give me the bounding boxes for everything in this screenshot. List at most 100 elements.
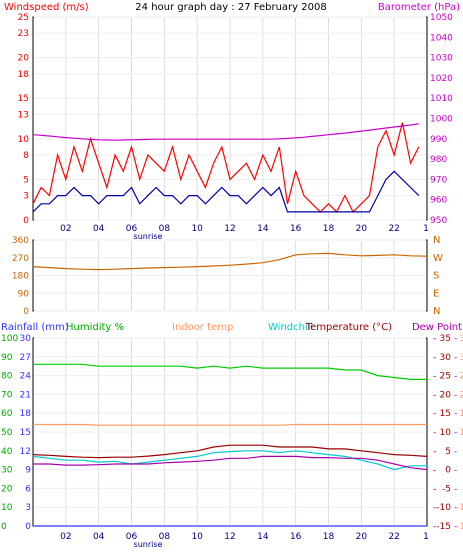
x-tick-label: 10 bbox=[191, 224, 203, 234]
y-tick-mark-indoor: - bbox=[454, 466, 457, 476]
y-tick-label-windspeed: 15 bbox=[18, 94, 29, 104]
legend-rainfall: Rainfall (mm) bbox=[1, 322, 69, 333]
y-tick-mark-temperature: - bbox=[433, 447, 436, 457]
x-tick-label: 12 bbox=[224, 224, 235, 234]
y-tick-label-windspeed: 25 bbox=[18, 13, 29, 23]
x-tick-label-end: 1 bbox=[423, 532, 429, 542]
left-axis-label-windspeed: Windspeed (m/s) bbox=[4, 2, 89, 13]
y-tick-label-temperature: 5 bbox=[445, 447, 451, 457]
y-tick-mark-temperature: - bbox=[433, 372, 436, 382]
y-tick-label-rainfall: 9 bbox=[25, 466, 31, 476]
x-tick-label: 20 bbox=[356, 532, 368, 542]
y-tick-mark-indoor: - bbox=[454, 447, 457, 457]
y-tick-label-temperature: -15 bbox=[436, 522, 451, 532]
chart-title: 24 hour graph day : 27 February 2008 bbox=[135, 2, 326, 13]
y-tick-label-humidity: 40 bbox=[1, 447, 13, 457]
x-tick-label: 12 bbox=[224, 532, 235, 542]
y-tick-label-indoor: 30 bbox=[460, 353, 463, 363]
x-tick-label: 10 bbox=[191, 532, 203, 542]
y-tick-label-rainfall: 21 bbox=[20, 390, 31, 400]
y-tick-label-indoor: -10 bbox=[456, 503, 463, 513]
legend-windchill: Windchill bbox=[268, 322, 313, 333]
y-tick-label-rainfall: 12 bbox=[20, 447, 31, 457]
y-tick-label-humidity: 50 bbox=[1, 428, 13, 438]
x-tick-label: 06 bbox=[126, 224, 138, 234]
y-tick-label-temperature: 15 bbox=[440, 409, 451, 419]
y-tick-label-rainfall: 18 bbox=[20, 409, 32, 419]
y-tick-mark-temperature: - bbox=[433, 522, 436, 532]
x-tick-label: 02 bbox=[60, 532, 71, 542]
y-tick-label-temperature: 10 bbox=[440, 428, 452, 438]
x-tick-label: 04 bbox=[93, 532, 105, 542]
y-tick-label-indoor: 35 bbox=[460, 334, 463, 344]
legend-temperature: Temperature (°C) bbox=[305, 322, 392, 333]
y-tick-label-barometer: 1040 bbox=[430, 33, 453, 43]
y-tick-label-indoor: 25 bbox=[460, 372, 463, 382]
y-tick-label-windspeed: 0 bbox=[23, 216, 29, 226]
y-tick-mark-indoor: - bbox=[454, 484, 457, 494]
x-tick-label: 18 bbox=[323, 224, 335, 234]
x-tick-label: 22 bbox=[388, 224, 399, 234]
series-line-indoor temp bbox=[33, 423, 427, 426]
y-tick-label-humidity: 20 bbox=[1, 484, 13, 494]
y-tick-label-windspeed: 23 bbox=[18, 29, 29, 39]
y-tick-label-rainfall: 3 bbox=[25, 503, 31, 513]
y-tick-label-humidity: 90 bbox=[1, 353, 13, 363]
y-tick-label-direction: 270 bbox=[12, 254, 29, 264]
y-tick-label-barometer: 950 bbox=[430, 216, 447, 226]
y-tick-label-windspeed: 3 bbox=[23, 192, 29, 202]
y-tick-label-temperature: -5 bbox=[442, 484, 451, 494]
y-tick-label-humidity: 60 bbox=[1, 409, 13, 419]
x-tick-label: 14 bbox=[257, 224, 269, 234]
x-tick-label: 16 bbox=[290, 224, 302, 234]
y-tick-label-humidity: 30 bbox=[1, 466, 13, 476]
y-tick-mark-indoor: - bbox=[454, 409, 457, 419]
y-tick-mark-temperature: - bbox=[433, 466, 436, 476]
y-tick-label-barometer: 960 bbox=[430, 196, 447, 206]
y-tick-label-direction: 360 bbox=[12, 236, 29, 246]
y-tick-label-rainfall: 24 bbox=[20, 372, 32, 382]
y-tick-label-temperature: -10 bbox=[436, 503, 451, 513]
y-tick-label-humidity: 10 bbox=[1, 503, 13, 513]
y-tick-label-windspeed: 18 bbox=[18, 70, 30, 80]
right-axis-label-barometer: Barometer (hPa) bbox=[378, 2, 460, 13]
y-tick-mark-temperature: - bbox=[433, 503, 436, 513]
y-tick-label-windspeed: 20 bbox=[18, 54, 30, 64]
y-tick-mark-indoor: - bbox=[454, 372, 457, 382]
y-tick-label-humidity: 80 bbox=[1, 372, 13, 382]
y-tick-label-windspeed: 13 bbox=[18, 110, 29, 120]
y-tick-label-windspeed: 5 bbox=[23, 175, 29, 185]
y-tick-mark-temperature: - bbox=[433, 334, 436, 344]
compass-label: N bbox=[433, 306, 440, 317]
y-tick-label-barometer: 1030 bbox=[430, 54, 453, 64]
y-tick-label-windspeed: 10 bbox=[18, 135, 30, 145]
y-tick-label-temperature: 25 bbox=[440, 372, 451, 382]
y-tick-label-barometer: 970 bbox=[430, 175, 447, 185]
y-tick-label-humidity: 0 bbox=[1, 522, 7, 532]
y-tick-label-rainfall: 6 bbox=[25, 484, 31, 494]
y-tick-label-humidity: 70 bbox=[1, 390, 13, 400]
y-tick-label-barometer: 990 bbox=[430, 135, 447, 145]
y-tick-mark-indoor: - bbox=[454, 334, 457, 344]
x-tick-label: 22 bbox=[388, 532, 399, 542]
y-tick-mark-indoor: - bbox=[454, 522, 457, 532]
series-line-direction bbox=[32, 252, 428, 271]
y-tick-mark-temperature: - bbox=[433, 409, 436, 419]
x-tick-label: 16 bbox=[290, 532, 302, 542]
y-tick-label-direction: 180 bbox=[12, 272, 29, 282]
y-tick-label-temperature: 35 bbox=[440, 334, 451, 344]
y-tick-mark-temperature: - bbox=[433, 428, 436, 438]
y-tick-label-windspeed: 8 bbox=[23, 151, 29, 161]
series-line-humidity bbox=[33, 363, 427, 380]
compass-label: N bbox=[433, 235, 440, 246]
x-tick-label: 04 bbox=[93, 224, 105, 234]
y-tick-mark-temperature: - bbox=[433, 353, 436, 363]
x-tick-label: 02 bbox=[60, 224, 71, 234]
y-tick-mark-indoor: - bbox=[454, 390, 457, 400]
sunrise-label-top: sunrise bbox=[134, 232, 163, 241]
y-tick-label-rainfall: 30 bbox=[20, 334, 32, 344]
y-tick-label-rainfall: 15 bbox=[20, 428, 31, 438]
x-tick-label: 14 bbox=[257, 532, 269, 542]
legend-dew-point: Dew Point bbox=[412, 322, 462, 333]
